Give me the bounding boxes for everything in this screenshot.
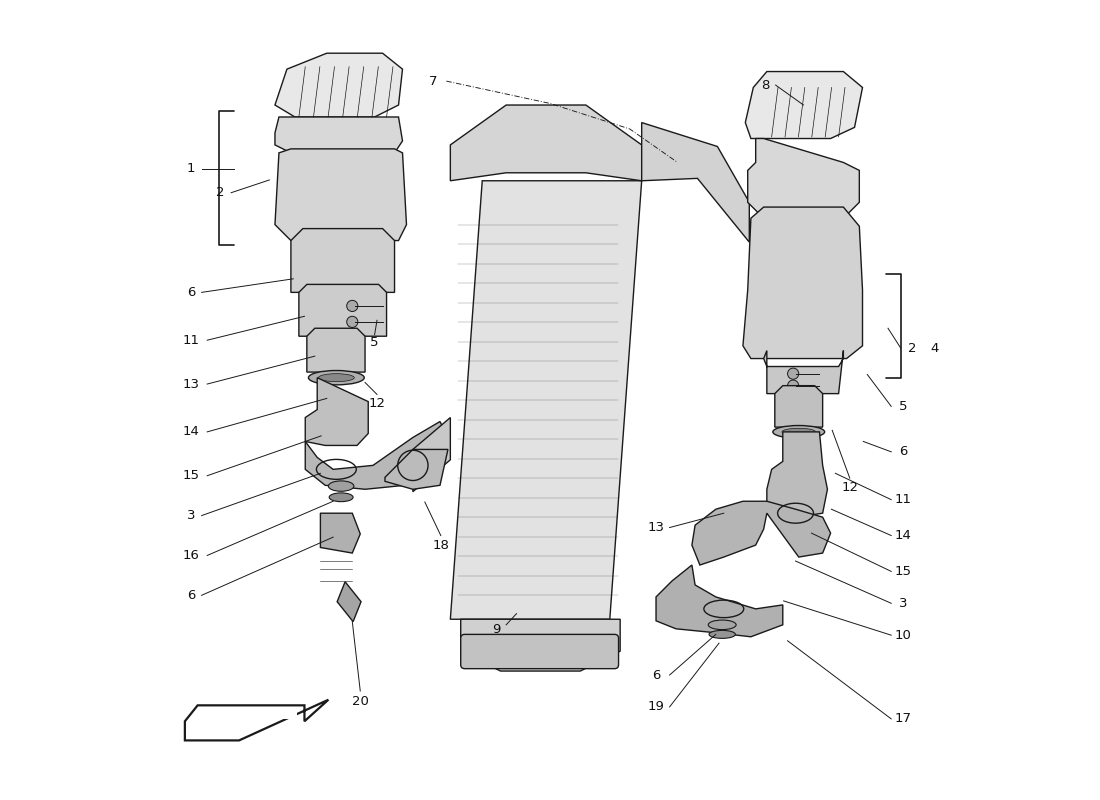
Polygon shape — [306, 422, 448, 490]
Text: 1: 1 — [187, 162, 196, 175]
Text: 11: 11 — [183, 334, 200, 346]
Text: 11: 11 — [894, 493, 912, 506]
Polygon shape — [767, 432, 827, 517]
Circle shape — [346, 300, 358, 311]
Polygon shape — [299, 285, 386, 336]
Polygon shape — [185, 700, 329, 741]
Ellipse shape — [329, 493, 353, 502]
Circle shape — [788, 368, 799, 379]
Text: 6: 6 — [652, 669, 660, 682]
Polygon shape — [290, 229, 395, 292]
Text: 15: 15 — [894, 565, 912, 578]
Text: 6: 6 — [187, 286, 196, 299]
Ellipse shape — [318, 374, 354, 382]
Polygon shape — [275, 54, 403, 117]
Ellipse shape — [773, 426, 825, 438]
Ellipse shape — [710, 630, 736, 638]
Circle shape — [788, 380, 799, 391]
Text: 19: 19 — [648, 701, 664, 714]
Text: 7: 7 — [429, 74, 437, 88]
Text: 13: 13 — [648, 521, 664, 534]
Text: 2: 2 — [217, 186, 226, 199]
Ellipse shape — [708, 620, 736, 630]
Text: 17: 17 — [894, 712, 912, 726]
Polygon shape — [692, 502, 830, 565]
Polygon shape — [763, 350, 844, 394]
Text: 12: 12 — [368, 398, 385, 410]
Text: 13: 13 — [183, 378, 200, 390]
Text: 12: 12 — [842, 481, 858, 494]
Text: 15: 15 — [183, 470, 200, 482]
Text: 16: 16 — [183, 549, 200, 562]
Text: 8: 8 — [761, 78, 769, 91]
Text: 5: 5 — [371, 336, 378, 349]
Text: 3: 3 — [187, 509, 196, 522]
Polygon shape — [206, 708, 297, 719]
Polygon shape — [641, 122, 749, 242]
Text: 14: 14 — [183, 426, 200, 438]
Polygon shape — [275, 117, 403, 153]
Polygon shape — [275, 149, 407, 241]
Polygon shape — [337, 582, 361, 622]
Polygon shape — [656, 565, 783, 637]
Polygon shape — [307, 328, 365, 372]
Ellipse shape — [782, 428, 815, 435]
Text: 10: 10 — [894, 629, 912, 642]
Circle shape — [346, 316, 358, 327]
Polygon shape — [461, 619, 620, 671]
Polygon shape — [742, 207, 862, 358]
Polygon shape — [746, 71, 862, 138]
Polygon shape — [385, 450, 448, 490]
Text: 6: 6 — [187, 589, 196, 602]
Text: 20: 20 — [352, 695, 368, 708]
Ellipse shape — [308, 370, 364, 385]
Polygon shape — [450, 105, 641, 181]
Polygon shape — [450, 181, 641, 619]
Polygon shape — [412, 418, 450, 492]
FancyBboxPatch shape — [461, 634, 618, 669]
Polygon shape — [748, 138, 859, 218]
Text: 4: 4 — [931, 342, 938, 354]
Text: 3: 3 — [899, 597, 907, 610]
Text: 5: 5 — [899, 400, 907, 413]
Polygon shape — [320, 514, 361, 553]
Text: 2: 2 — [909, 342, 917, 354]
Text: 14: 14 — [894, 529, 912, 542]
Ellipse shape — [329, 481, 354, 491]
Polygon shape — [306, 378, 368, 446]
Text: 18: 18 — [432, 539, 449, 552]
Text: 6: 6 — [899, 446, 907, 458]
Polygon shape — [774, 386, 823, 427]
Text: 9: 9 — [493, 623, 500, 636]
